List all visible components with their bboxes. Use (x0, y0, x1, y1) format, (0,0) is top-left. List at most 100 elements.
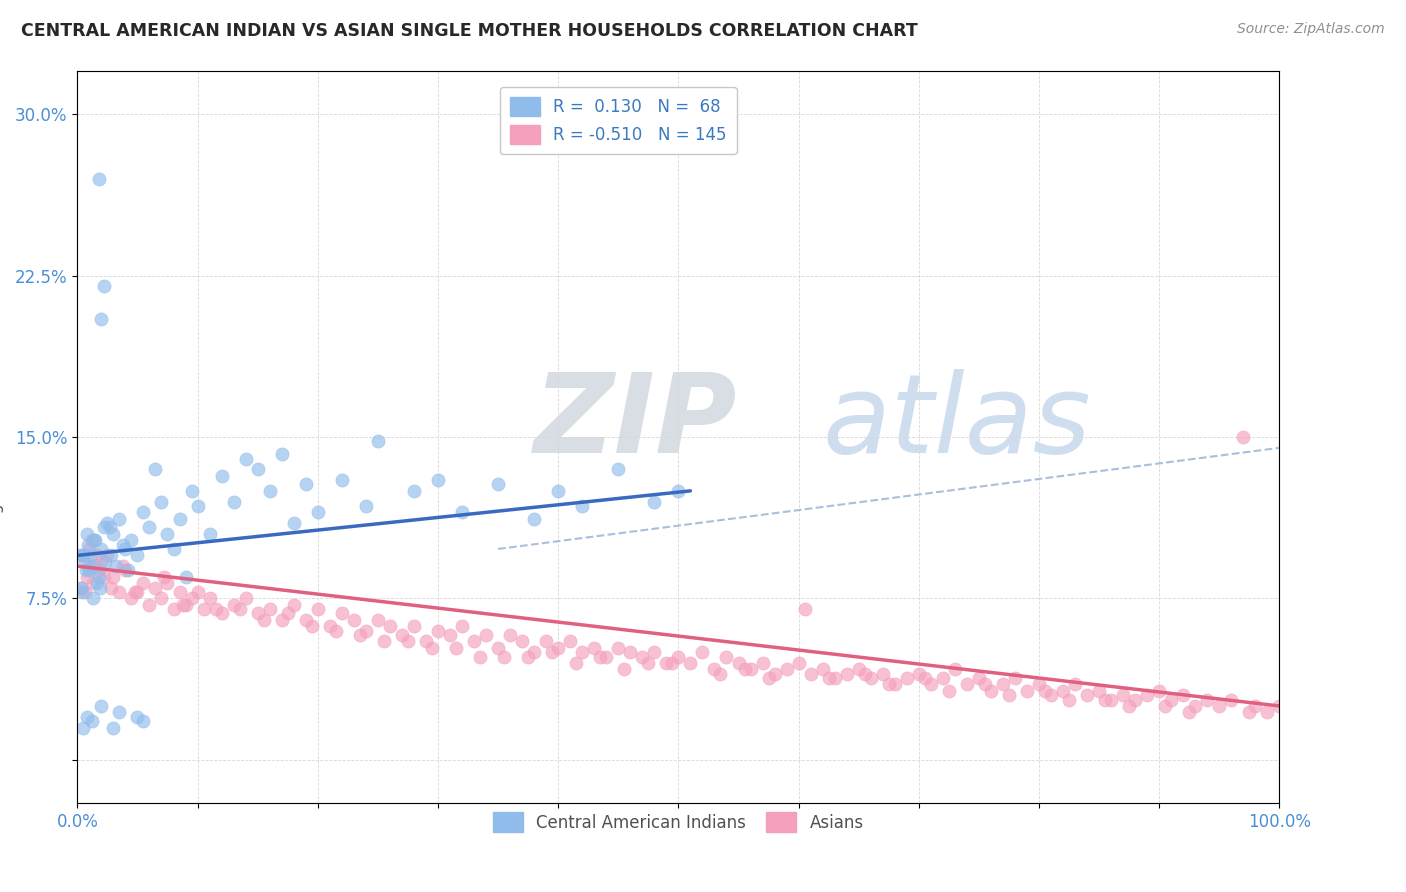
Point (883, 677, 905, 691)
Point (73, 585, 96, 599)
Point (703, 662, 725, 676)
Point (70, 581, 93, 595)
Point (775, 662, 797, 676)
Point (793, 602, 815, 616)
Point (169, 512, 191, 526)
Point (259, 602, 281, 616)
Point (980, 684, 1002, 698)
Point (211, 468, 233, 483)
Point (69, 549, 91, 563)
Point (1028, 677, 1050, 691)
Point (643, 494, 665, 508)
Point (124, 585, 146, 599)
Point (301, 619, 323, 633)
Point (259, 483, 281, 498)
Point (235, 451, 257, 466)
Point (848, 662, 870, 676)
Point (132, 576, 155, 591)
Point (79, 564, 101, 578)
Point (967, 671, 990, 685)
Point (79, 541, 101, 556)
Point (908, 666, 931, 681)
Point (734, 662, 756, 676)
Point (120, 533, 142, 548)
Point (246, 607, 269, 621)
Point (991, 677, 1014, 691)
Point (1052, 684, 1074, 698)
Point (817, 671, 839, 685)
Point (1112, 688, 1135, 702)
Point (111, 559, 134, 574)
Point (877, 677, 900, 691)
Point (824, 671, 846, 685)
Point (138, 598, 160, 612)
Point (800, 666, 823, 681)
Point (72, 549, 94, 563)
Point (631, 649, 654, 664)
Point (70, 581, 93, 595)
Point (80, 533, 103, 548)
Point (998, 688, 1021, 702)
Point (1094, 692, 1116, 706)
Point (354, 499, 377, 513)
Point (100, 549, 122, 563)
Point (494, 649, 516, 664)
Point (93, 279, 115, 293)
Point (294, 477, 316, 491)
Point (235, 591, 257, 606)
Point (1033, 684, 1056, 698)
Point (114, 564, 136, 578)
Point (138, 520, 160, 534)
Point (595, 649, 617, 664)
Point (156, 527, 179, 541)
Point (100, 581, 122, 595)
Point (94, 555, 117, 569)
Point (727, 656, 749, 670)
Point (319, 619, 342, 633)
Point (451, 619, 474, 633)
Point (499, 628, 522, 642)
Point (76, 570, 98, 584)
Point (150, 591, 173, 606)
Point (1118, 698, 1140, 713)
Point (914, 671, 936, 685)
Point (835, 666, 858, 681)
Point (108, 585, 131, 599)
Point (589, 649, 612, 664)
Point (1136, 688, 1159, 702)
Point (859, 671, 882, 685)
Point (1040, 688, 1063, 702)
Point (811, 662, 834, 676)
Point (547, 483, 569, 498)
Point (90, 541, 112, 556)
Legend: Central American Indians, Asians: Central American Indians, Asians (486, 805, 870, 838)
Point (740, 662, 762, 676)
Point (150, 494, 173, 508)
Point (145, 581, 167, 595)
Point (228, 602, 250, 616)
Point (643, 645, 665, 659)
Point (117, 564, 139, 578)
Point (246, 462, 269, 476)
Point (211, 607, 233, 621)
Point (932, 671, 955, 685)
Point (896, 671, 918, 685)
Point (716, 649, 738, 664)
Point (668, 649, 690, 664)
Point (86, 576, 108, 591)
Point (956, 677, 979, 691)
Point (463, 634, 485, 648)
Point (517, 649, 540, 664)
Point (82, 591, 104, 606)
Point (378, 619, 401, 633)
Point (93, 520, 115, 534)
Point (1256, 706, 1278, 720)
Point (541, 645, 564, 659)
Point (222, 598, 245, 612)
Point (872, 666, 894, 681)
Point (565, 656, 588, 670)
Point (1244, 698, 1267, 713)
Y-axis label: Single Mother Households: Single Mother Households (0, 337, 4, 537)
Point (349, 628, 371, 642)
Point (1220, 692, 1243, 706)
